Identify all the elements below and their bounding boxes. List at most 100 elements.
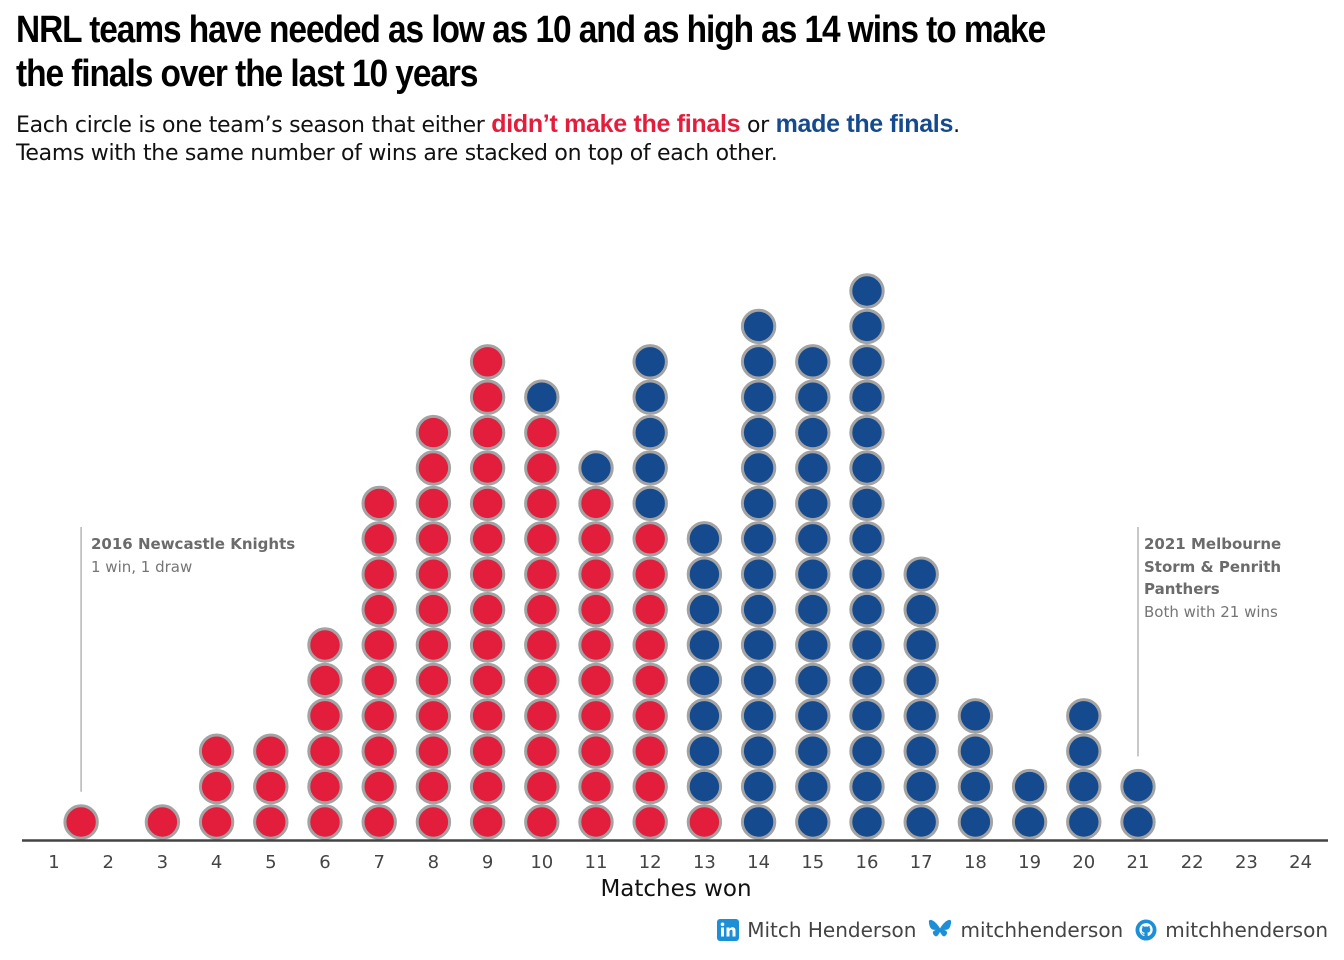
dot-missed-finals bbox=[415, 414, 452, 451]
dot-missed-finals bbox=[578, 521, 614, 557]
x-tick-label: 16 bbox=[856, 852, 879, 873]
dot-made-finals bbox=[686, 591, 723, 628]
dot-missed-finals bbox=[578, 733, 614, 769]
dot-made-finals bbox=[849, 379, 885, 415]
dot-made-finals bbox=[795, 768, 831, 805]
dot-made-finals bbox=[1066, 804, 1102, 840]
subtitle-middle: or bbox=[740, 113, 776, 138]
dot-missed-finals bbox=[415, 662, 452, 699]
subtitle-prefix: Each circle is one team’s season that ei… bbox=[16, 113, 492, 138]
dot-missed-finals bbox=[307, 804, 343, 840]
dot-missed-finals bbox=[469, 379, 506, 415]
dot-missed-finals bbox=[524, 627, 560, 663]
x-tick-label: 20 bbox=[1072, 852, 1095, 873]
dot-missed-finals bbox=[469, 414, 506, 451]
dot-made-finals bbox=[849, 521, 885, 557]
dot-made-finals bbox=[903, 556, 939, 592]
dot-made-finals bbox=[686, 698, 723, 734]
dot-missed-finals bbox=[524, 768, 560, 805]
dot-missed-finals bbox=[307, 698, 343, 734]
dot-made-finals bbox=[686, 556, 723, 592]
dot-missed-finals bbox=[578, 768, 614, 805]
dot-missed-finals bbox=[361, 556, 397, 592]
dot-made-finals bbox=[849, 733, 885, 769]
dot-missed-finals bbox=[469, 450, 506, 486]
dot-missed-finals bbox=[415, 698, 452, 734]
bluesky-handle: mitchhenderson bbox=[960, 918, 1124, 942]
bluesky-link[interactable]: mitchhenderson bbox=[928, 918, 1123, 942]
dot-made-finals bbox=[795, 591, 831, 628]
x-tick-label: 19 bbox=[1018, 852, 1041, 873]
dot-made-finals bbox=[849, 344, 885, 380]
dot-made-finals bbox=[740, 556, 777, 592]
dot-made-finals bbox=[524, 379, 560, 415]
dot-made-finals bbox=[795, 662, 831, 699]
x-tick-label: 24 bbox=[1289, 852, 1312, 873]
dot-made-finals bbox=[849, 556, 885, 592]
dot-made-finals bbox=[1120, 804, 1156, 840]
dot-missed-finals bbox=[578, 485, 614, 522]
dot-missed-finals bbox=[253, 804, 289, 840]
dot-made-finals bbox=[903, 627, 939, 663]
dot-missed-finals bbox=[632, 556, 668, 592]
dot-missed-finals bbox=[361, 521, 397, 557]
github-link[interactable]: mitchhenderson bbox=[1135, 918, 1328, 942]
dot-made-finals bbox=[686, 768, 723, 805]
dot-made-finals bbox=[686, 521, 723, 557]
dot-made-finals bbox=[740, 662, 777, 699]
dot-made-finals bbox=[903, 591, 939, 628]
dot-missed-finals bbox=[469, 804, 506, 840]
dot-missed-finals bbox=[632, 804, 668, 840]
dot-made-finals bbox=[740, 804, 777, 840]
dot-missed-finals bbox=[361, 627, 397, 663]
dot-made-finals bbox=[957, 698, 994, 734]
dot-made-finals bbox=[740, 485, 777, 522]
annotation-right-title-line-2: Storm & Penrith bbox=[1144, 557, 1282, 576]
dot-made-finals bbox=[795, 450, 831, 486]
dot-made-finals bbox=[795, 556, 831, 592]
dot-made-finals bbox=[795, 521, 831, 557]
dot-made-finals bbox=[740, 344, 777, 380]
linkedin-link[interactable]: Mitch Henderson bbox=[717, 918, 916, 942]
dot-missed-finals bbox=[415, 485, 452, 522]
x-tick-label: 18 bbox=[964, 852, 987, 873]
annotation-right-title-line-3: Panthers bbox=[1144, 580, 1220, 598]
dots-layer bbox=[63, 273, 1156, 840]
dot-made-finals bbox=[795, 414, 831, 451]
x-tick-label: 1 bbox=[48, 852, 59, 873]
x-tick-label: 10 bbox=[530, 852, 553, 873]
x-axis-label: Matches won bbox=[600, 876, 752, 902]
annotation-newcastle-title: 2016 Newcastle Knights bbox=[91, 535, 296, 553]
dot-missed-finals bbox=[307, 627, 343, 663]
subtitle-line-1: Each circle is one team’s season that ei… bbox=[16, 110, 1316, 140]
dot-missed-finals bbox=[469, 627, 506, 663]
bluesky-butterfly-icon bbox=[929, 919, 952, 937]
x-tick-label: 11 bbox=[585, 852, 608, 873]
dot-missed-finals bbox=[524, 804, 560, 840]
dot-missed-finals bbox=[198, 804, 235, 840]
annotation-right-text: Both with 21 wins bbox=[1144, 602, 1278, 621]
dot-made-finals bbox=[903, 733, 939, 769]
legend-made-finals: made the finals bbox=[775, 110, 954, 138]
dot-missed-finals bbox=[415, 556, 452, 592]
dot-missed-finals bbox=[578, 662, 614, 699]
x-tick-label: 17 bbox=[910, 852, 933, 873]
subtitle-suffix: . bbox=[953, 113, 960, 138]
dot-made-finals bbox=[740, 627, 777, 663]
dot-made-finals bbox=[686, 662, 723, 699]
dot-made-finals bbox=[740, 698, 777, 734]
dot-made-finals bbox=[795, 344, 831, 380]
dot-missed-finals bbox=[469, 698, 506, 734]
x-tick-label: 2 bbox=[102, 852, 113, 873]
dot-missed-finals bbox=[524, 662, 560, 699]
dot-made-finals bbox=[849, 662, 885, 699]
dot-made-finals bbox=[740, 450, 777, 486]
dot-missed-finals bbox=[361, 768, 397, 805]
dot-made-finals bbox=[849, 804, 885, 840]
dot-made-finals bbox=[740, 521, 777, 557]
dot-made-finals bbox=[1066, 733, 1102, 769]
dot-made-finals bbox=[1120, 768, 1156, 805]
dot-made-finals bbox=[632, 414, 668, 451]
linkedin-name: Mitch Henderson bbox=[747, 918, 917, 942]
